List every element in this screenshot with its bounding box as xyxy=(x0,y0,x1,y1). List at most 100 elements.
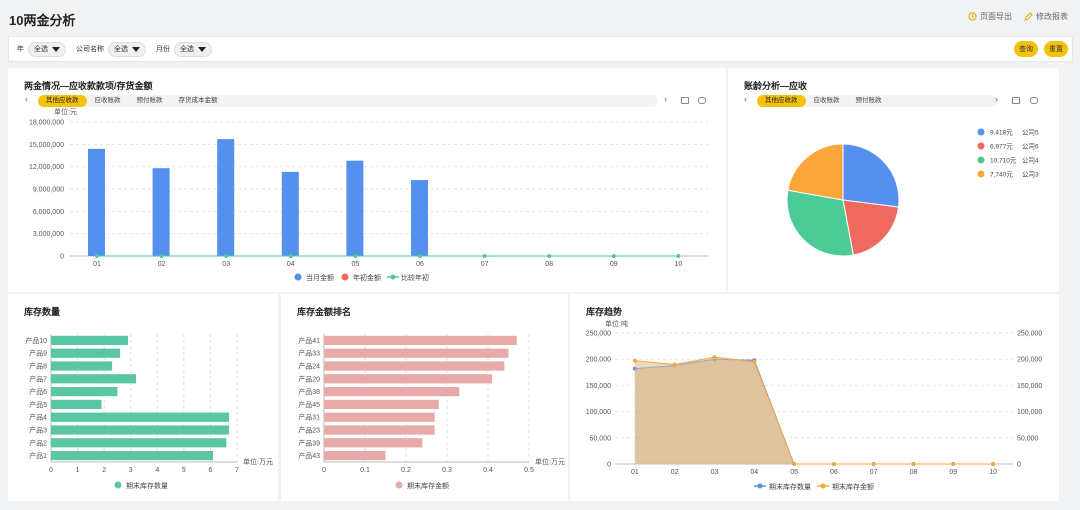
inventory-amount-ranking-panel: 库存金额排名 0 0.1 0.2 0.3 0.4 0.5 产品41 产品33 产品24 产品20 产… xyxy=(281,294,568,501)
tab-prepayments[interactable]: 预付账款 xyxy=(136,97,163,104)
y-tick-label-right: 0 xyxy=(1017,462,1021,469)
export-page-button[interactable]: 页面导出 xyxy=(968,11,1012,22)
y-tick-label: 产品5 xyxy=(29,400,47,409)
x-tick-label: 3 xyxy=(129,467,133,474)
tab-accounts-receivable[interactable]: 应收账款 xyxy=(94,97,121,104)
tab-other-receivables[interactable]: 其他应收款 xyxy=(38,95,87,107)
tab-other-receivables[interactable]: 其他应收款 xyxy=(757,95,806,107)
legend-swatch xyxy=(114,481,122,489)
x-tick-label: 1 xyxy=(76,467,80,474)
y-tick-label: 6,000,000 xyxy=(33,209,64,216)
bar xyxy=(51,335,129,346)
bar xyxy=(51,399,102,410)
x-tick-label: 7 xyxy=(235,467,239,474)
x-tick-label: 0.3 xyxy=(442,467,452,474)
tab-accounts-receivable[interactable]: 应收账款 xyxy=(813,97,840,104)
bar xyxy=(324,374,493,384)
camera-icon[interactable] xyxy=(1030,97,1038,104)
area-chart: 单位:吨 0 0 50,000 50,000 100,000 100,000 150,000 1… xyxy=(586,319,1043,491)
pie-slice xyxy=(787,143,844,201)
y-tick-label-right: 50,000 xyxy=(1017,435,1039,442)
bar xyxy=(324,399,439,410)
chevron-left-icon[interactable]: ‹ xyxy=(744,94,747,104)
legend-label: 当月金额 xyxy=(306,273,334,282)
legend-label: 期末库存数量 xyxy=(769,482,811,491)
legend-swatch xyxy=(977,128,985,136)
bar xyxy=(324,450,386,461)
x-tick-label: 5 xyxy=(182,467,186,474)
tab-inventory-cost[interactable]: 存货成本金额 xyxy=(178,97,218,104)
bar xyxy=(346,160,364,256)
company-select[interactable]: 全选 xyxy=(108,41,146,57)
line-point xyxy=(712,355,717,360)
bar xyxy=(324,386,460,397)
query-button[interactable]: 查询 xyxy=(1014,41,1038,57)
legend-label: 期末库存数量 xyxy=(126,481,168,490)
series-line xyxy=(634,356,994,465)
legend-value: 10,710元 xyxy=(990,157,1017,165)
bar xyxy=(152,168,170,256)
x-tick-label: 06 xyxy=(416,261,424,268)
y-tick-label: 产品10 xyxy=(25,336,47,345)
pie-slice xyxy=(786,189,854,257)
line-point xyxy=(418,254,422,258)
bar xyxy=(411,180,428,256)
legend-swatch xyxy=(390,274,396,280)
line-point xyxy=(792,462,797,466)
copy-icon[interactable] xyxy=(681,97,689,104)
x-tick-label: 0 xyxy=(49,467,53,474)
series-area xyxy=(634,357,994,464)
x-tick-label: 09 xyxy=(610,261,618,268)
copy-icon[interactable] xyxy=(1012,97,1020,104)
x-tick-label: 05 xyxy=(790,469,798,476)
panel-title: 两金情况—应收款款项/存货金额 xyxy=(24,81,153,91)
line-point xyxy=(353,254,358,258)
year-filter-label: 年 xyxy=(17,46,24,53)
legend-value: 9,418元 xyxy=(990,129,1013,137)
y-tick-label-left: 250,000 xyxy=(586,331,611,338)
x-tick-label: 06 xyxy=(830,469,838,476)
year-select[interactable]: 全选 xyxy=(28,41,66,57)
chevron-right-icon[interactable]: › xyxy=(995,94,998,104)
tab-prepayments[interactable]: 预付账款 xyxy=(855,97,882,104)
panel2-tabs: 其他应收款 应收账款 预付账款 xyxy=(757,95,997,107)
x-tick-label: 0.1 xyxy=(360,467,370,474)
x-tick-label: 01 xyxy=(631,469,639,476)
reset-button[interactable]: 重置 xyxy=(1044,41,1068,57)
legend-swatch xyxy=(977,170,985,178)
pencil-icon xyxy=(1024,12,1033,21)
y-tick-label: 产品2 xyxy=(29,438,47,447)
month-filter-label: 月份 xyxy=(156,46,170,53)
legend-swatch xyxy=(977,142,985,150)
edit-report-button[interactable]: 修改报表 xyxy=(1024,11,1068,22)
y-tick-label: 产品9 xyxy=(29,349,47,358)
y-tick-label: 产品33 xyxy=(298,349,320,358)
bar xyxy=(88,148,105,256)
x-tick-label: 10 xyxy=(675,261,683,268)
line-point xyxy=(288,254,293,258)
y-tick-label: 产品20 xyxy=(298,374,320,383)
chevron-left-icon[interactable]: ‹ xyxy=(25,94,28,104)
line-point xyxy=(632,358,637,363)
chevron-right-icon[interactable]: › xyxy=(664,94,667,104)
camera-icon[interactable] xyxy=(698,97,706,104)
line-point xyxy=(752,359,757,364)
x-tick-label: 09 xyxy=(949,469,957,476)
export-label: 页面导出 xyxy=(980,12,1012,21)
legend-swatch xyxy=(341,273,349,281)
y-tick-label: 产品41 xyxy=(298,336,320,345)
bar xyxy=(324,412,435,422)
x-tick-label: 04 xyxy=(287,261,295,268)
bar xyxy=(51,386,118,397)
bar xyxy=(324,335,517,346)
pie-slice xyxy=(842,199,900,256)
x-tick-label: 10 xyxy=(989,469,997,476)
pie-slice xyxy=(842,143,900,208)
month-select[interactable]: 全选 xyxy=(174,41,212,57)
line-point xyxy=(672,362,677,367)
legend-swatch xyxy=(820,483,826,489)
panel1-tabs: 其他应收款 应收账款 预付账款 存货成本金额 xyxy=(38,95,658,107)
y-tick-label: 产品7 xyxy=(29,374,47,383)
x-tick-label: 01 xyxy=(93,261,101,268)
inventory-quantity-panel: 库存数量 0 1 2 3 4 5 6 7 产品10 产品9 产品8 产品7 产品6 产品5 产品4 产品3 产品… xyxy=(8,294,278,501)
